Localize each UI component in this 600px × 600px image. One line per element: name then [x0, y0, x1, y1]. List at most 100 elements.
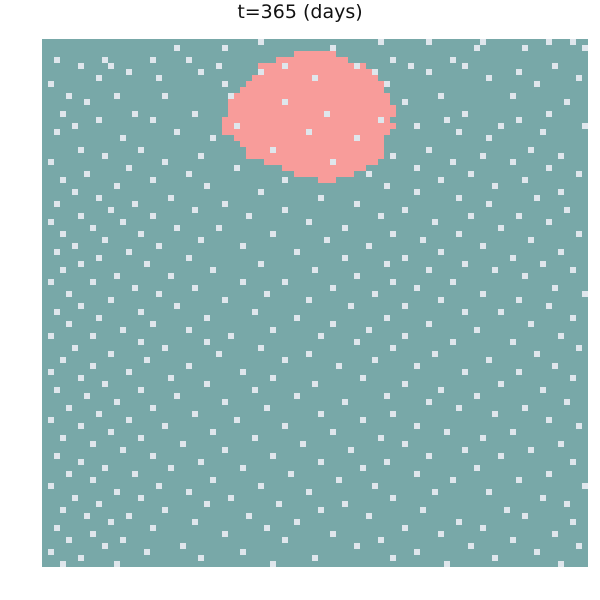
empty-cell	[546, 417, 552, 423]
empty-cell	[384, 393, 390, 399]
empty-cell	[582, 483, 588, 489]
empty-cell	[390, 57, 396, 63]
empty-cell	[90, 279, 96, 285]
empty-cell	[222, 531, 228, 537]
empty-cell	[138, 147, 144, 153]
empty-cell	[252, 387, 258, 393]
empty-cell	[540, 495, 546, 501]
empty-cells	[48, 39, 588, 567]
empty-cell	[48, 333, 54, 339]
empty-cell	[216, 351, 222, 357]
empty-cell	[156, 291, 162, 297]
empty-cell	[60, 357, 66, 363]
empty-cell	[468, 213, 474, 219]
infected-row	[258, 69, 372, 75]
empty-cell	[138, 339, 144, 345]
empty-cell	[54, 129, 60, 135]
empty-cell	[54, 249, 60, 255]
empty-cell	[468, 543, 474, 549]
empty-cell	[426, 399, 432, 405]
empty-cell	[96, 75, 102, 81]
empty-cell	[240, 279, 246, 285]
empty-cell	[108, 519, 114, 525]
empty-cell	[114, 561, 120, 567]
empty-cell	[324, 111, 330, 117]
empty-cell	[516, 117, 522, 123]
empty-cell	[330, 531, 336, 537]
empty-cell	[72, 243, 78, 249]
empty-cell	[372, 291, 378, 297]
empty-cell	[438, 387, 444, 393]
empty-cell	[402, 441, 408, 447]
empty-cell	[528, 237, 534, 243]
empty-cell	[366, 243, 372, 249]
empty-cell	[240, 549, 246, 555]
empty-cell	[180, 441, 186, 447]
empty-cell	[78, 213, 84, 219]
empty-cell	[222, 297, 228, 303]
empty-cell	[576, 171, 582, 177]
empty-cell	[510, 159, 516, 165]
infected-row	[222, 123, 396, 129]
empty-cell	[570, 39, 576, 45]
empty-cell	[558, 561, 564, 567]
infected-row	[228, 105, 396, 111]
empty-cell	[48, 369, 54, 375]
empty-cell	[456, 405, 462, 411]
empty-cell	[174, 129, 180, 135]
empty-cell	[258, 189, 264, 195]
empty-cell	[480, 39, 486, 45]
empty-cell	[540, 129, 546, 135]
empty-cell	[192, 519, 198, 525]
empty-cell	[66, 321, 72, 327]
empty-cell	[426, 453, 432, 459]
empty-cell	[318, 459, 324, 465]
empty-cell	[504, 507, 510, 513]
empty-cell	[390, 495, 396, 501]
empty-cell	[84, 99, 90, 105]
empty-cell	[402, 255, 408, 261]
empty-cell	[222, 447, 228, 453]
empty-cell	[120, 327, 126, 333]
empty-cell	[432, 351, 438, 357]
empty-cell	[564, 399, 570, 405]
empty-cell	[360, 417, 366, 423]
empty-cell	[234, 417, 240, 423]
infected-row	[234, 93, 390, 99]
empty-cell	[300, 441, 306, 447]
empty-cell	[204, 501, 210, 507]
empty-cell	[444, 117, 450, 123]
empty-cell	[120, 447, 126, 453]
empty-cell	[168, 273, 174, 279]
empty-cell	[312, 555, 318, 561]
empty-cell	[414, 471, 420, 477]
empty-cell	[60, 231, 66, 237]
lattice-heatmap	[42, 39, 588, 567]
empty-cell	[294, 519, 300, 525]
empty-cell	[198, 555, 204, 561]
empty-cell	[522, 273, 528, 279]
empty-cell	[282, 423, 288, 429]
empty-cell	[468, 171, 474, 177]
empty-cell	[570, 375, 576, 381]
empty-cell	[258, 69, 264, 75]
empty-cell	[372, 69, 378, 75]
empty-cell	[132, 111, 138, 117]
empty-cell	[516, 369, 522, 375]
empty-cell	[54, 201, 60, 207]
infected-row	[234, 135, 384, 141]
empty-cell	[444, 561, 450, 567]
empty-cell	[204, 315, 210, 321]
empty-cell	[198, 459, 204, 465]
empty-cell	[552, 363, 558, 369]
empty-cell	[240, 369, 246, 375]
empty-cell	[414, 285, 420, 291]
empty-cell	[78, 375, 84, 381]
empty-cell	[252, 309, 258, 315]
empty-cell	[582, 291, 588, 297]
empty-cell	[120, 219, 126, 225]
empty-cell	[558, 189, 564, 195]
infected-row	[240, 87, 384, 93]
empty-cell	[210, 267, 216, 273]
empty-cell	[150, 453, 156, 459]
